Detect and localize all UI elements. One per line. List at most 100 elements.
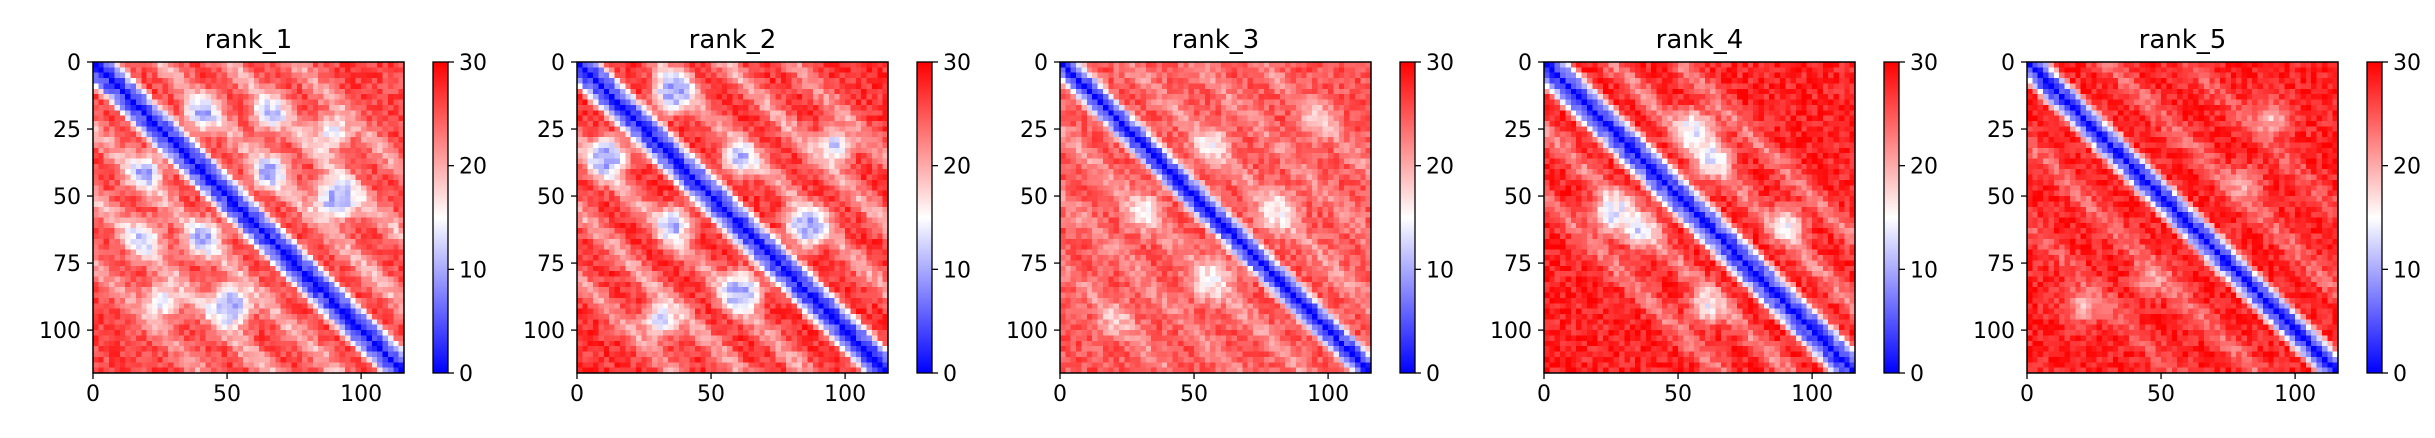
- heatmap-cell: [350, 287, 357, 294]
- heatmap-cell: [312, 351, 319, 358]
- heatmap-cell: [275, 303, 282, 310]
- heatmap-cell: [759, 126, 766, 133]
- heatmap-cell: [237, 217, 244, 224]
- heatmap-cell: [855, 185, 862, 192]
- heatmap-cell: [146, 131, 153, 138]
- heatmap-cell: [286, 249, 292, 256]
- heatmap-cell: [232, 340, 239, 347]
- heatmap-cell: [780, 126, 787, 133]
- heatmap-cell: [361, 292, 368, 299]
- heatmap-cell: [657, 83, 664, 90]
- heatmap-cell: [619, 94, 626, 101]
- heatmap-cell: [269, 94, 276, 101]
- heatmap-cell: [387, 137, 394, 144]
- heatmap-cell: [398, 324, 405, 331]
- heatmap-cell: [350, 169, 357, 176]
- heatmap-cell: [850, 153, 857, 160]
- heatmap-cell: [302, 83, 309, 90]
- heatmap-cell: [189, 83, 196, 90]
- heatmap-cell: [812, 158, 819, 165]
- heatmap-cell: [98, 169, 105, 176]
- heatmap-cell: [135, 255, 142, 261]
- heatmap-cell: [200, 147, 207, 154]
- heatmap-cell: [673, 99, 680, 106]
- heatmap-cell: [162, 137, 169, 144]
- heatmap-cell: [716, 169, 723, 176]
- heatmap-cell: [275, 110, 282, 117]
- heatmap-cell: [253, 367, 260, 374]
- heatmap-cell: [243, 62, 250, 68]
- heatmap-cell: [237, 212, 244, 219]
- heatmap-cell: [114, 147, 121, 154]
- heatmap-cell: [398, 115, 405, 122]
- heatmap-cell: [770, 88, 776, 95]
- heatmap-cell: [727, 147, 734, 154]
- heatmap-cell: [280, 94, 287, 101]
- heatmap-cell: [577, 99, 583, 106]
- heatmap-cell: [253, 319, 260, 326]
- heatmap-cell: [350, 163, 357, 170]
- heatmap-cell: [673, 67, 680, 74]
- heatmap-cell: [630, 169, 637, 176]
- heatmap-cell: [775, 72, 782, 79]
- heatmap-cell: [759, 94, 766, 101]
- heatmap-cell: [103, 67, 110, 74]
- heatmap-cell: [141, 335, 148, 342]
- heatmap-cell: [371, 67, 378, 74]
- heatmap-cell: [109, 174, 116, 181]
- heatmap-cell: [345, 179, 351, 186]
- heatmap-cell: [103, 297, 110, 304]
- heatmap-cell: [103, 292, 110, 299]
- heatmap-cell: [173, 158, 180, 165]
- heatmap-cell: [243, 99, 250, 106]
- heatmap-cell: [275, 153, 282, 160]
- heatmap-cell: [98, 126, 105, 133]
- heatmap-cell: [194, 94, 201, 101]
- heatmap-cell: [280, 249, 287, 256]
- heatmap-cell: [114, 324, 121, 331]
- heatmap-cell: [296, 356, 303, 363]
- heatmap-cell: [603, 201, 610, 208]
- heatmap-cell: [382, 72, 389, 79]
- heatmap-cell: [200, 319, 207, 326]
- heatmap-cell: [168, 72, 175, 79]
- heatmap-cell: [307, 72, 314, 79]
- heatmap-cell: [216, 260, 223, 267]
- heatmap-cell: [216, 351, 223, 358]
- heatmap-cell: [732, 78, 739, 85]
- heatmap-cell: [168, 137, 175, 144]
- heatmap-cell: [598, 206, 605, 213]
- heatmap-cell: [339, 244, 346, 251]
- heatmap-cell: [839, 196, 846, 203]
- heatmap-cell: [641, 142, 648, 149]
- heatmap-cell: [275, 115, 282, 122]
- heatmap-cell: [355, 104, 362, 111]
- heatmap-cell: [700, 185, 707, 192]
- heatmap-cell: [227, 271, 234, 278]
- heatmap-cell: [398, 196, 405, 203]
- heatmap-cell: [109, 335, 116, 342]
- heatmap-cell: [173, 104, 180, 111]
- heatmap-cell: [296, 255, 303, 261]
- heatmap-cell: [614, 110, 621, 117]
- heatmap-cell: [646, 104, 653, 111]
- heatmap-cell: [689, 163, 696, 170]
- heatmap-cell: [334, 88, 341, 95]
- heatmap-cell: [189, 276, 196, 283]
- heatmap-cell: [823, 196, 830, 203]
- heatmap-cell: [807, 190, 814, 197]
- heatmap-cell: [302, 206, 309, 213]
- heatmap-cell: [114, 104, 121, 111]
- heatmap-cell: [275, 228, 282, 235]
- heatmap-cell: [759, 196, 766, 203]
- heatmap-cell: [711, 190, 718, 197]
- heatmap-cell: [286, 137, 292, 144]
- heatmap-cell: [280, 147, 287, 154]
- heatmap-cell: [711, 104, 718, 111]
- heatmap-cell: [614, 120, 621, 127]
- heatmap-cell: [264, 228, 271, 235]
- heatmap-cell: [312, 314, 319, 320]
- heatmap-cell: [845, 142, 852, 149]
- heatmap-cell: [146, 104, 153, 111]
- heatmap-cell: [259, 249, 266, 256]
